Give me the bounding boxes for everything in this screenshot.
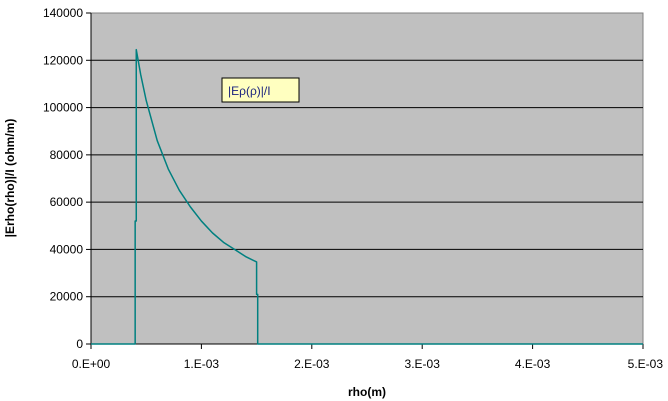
x-axis-ticks: 0.E+00 1.E-03 2.E-03 3.E-03 4.E-03 5.E-03 <box>72 13 664 371</box>
x-tick-label: 5.E-03 <box>628 357 664 371</box>
y-tick-label: 0 <box>76 337 83 351</box>
series-layer <box>91 48 643 345</box>
legend-entry: |Eρ(ρ)|/I <box>228 84 271 98</box>
series-line <box>91 48 643 345</box>
y-tick-label: 120000 <box>43 53 83 67</box>
y-tick-label: 80000 <box>50 148 84 162</box>
x-tick-label: 0.E+00 <box>72 357 111 371</box>
y-tick-label: 20000 <box>50 290 84 304</box>
x-tick-label: 1.E-03 <box>184 357 220 371</box>
gridlines <box>91 59 643 298</box>
x-tick-label: 3.E-03 <box>405 357 441 371</box>
x-tick-label: 2.E-03 <box>294 357 330 371</box>
x-axis-title: rho(m) <box>348 385 386 399</box>
y-axis-title: |Erho(rho)|/I (ohm/m) <box>3 119 17 238</box>
y-axis-ticks: 0 20000 40000 60000 80000 100000 120000 140000 <box>43 6 91 351</box>
legend-box <box>221 77 300 103</box>
y-tick-label: 100000 <box>43 101 83 115</box>
plot-area <box>90 12 644 345</box>
y-tick-label: 140000 <box>43 6 83 20</box>
x-tick-label: 4.E-03 <box>515 357 551 371</box>
y-tick-label: 40000 <box>50 242 84 256</box>
y-tick-label: 60000 <box>50 195 84 209</box>
legend: |Eρ(ρ)|/I <box>221 77 300 103</box>
